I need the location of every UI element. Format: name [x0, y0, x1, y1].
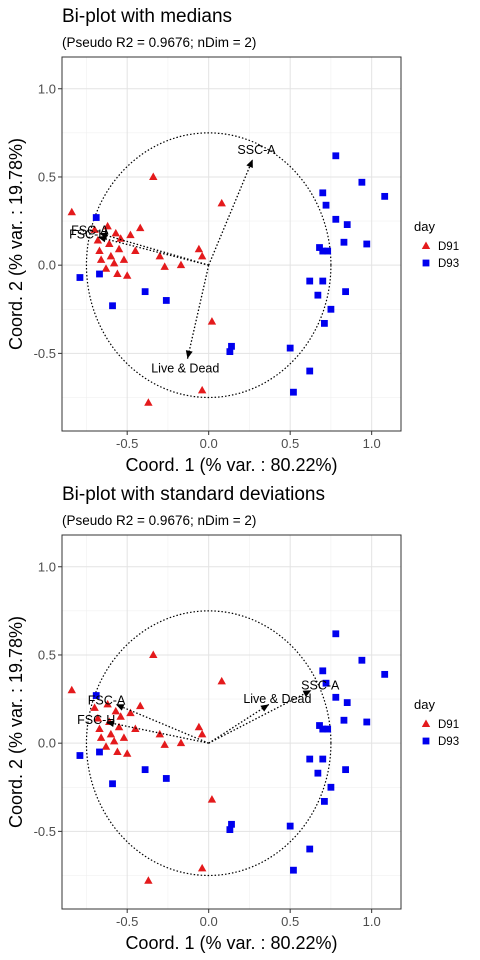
biplot-sd-panel: Bi-plot with standard deviations (Pseudo…	[0, 478, 480, 956]
legend-key-square	[423, 738, 430, 745]
data-point-d93	[319, 667, 326, 674]
x-tick-label: -0.5	[116, 436, 138, 451]
data-point-d93	[96, 271, 103, 278]
data-point-d93	[109, 302, 116, 309]
data-point-d93	[321, 798, 328, 805]
data-point-d93	[109, 780, 116, 787]
legend-label: D93	[438, 258, 459, 270]
y-tick-label: 0.5	[38, 169, 56, 184]
data-point-d93	[381, 671, 388, 678]
data-point-d93	[77, 752, 84, 759]
biplot-medians-chart: SSC-AFSC-AFSC-HLive & Dead-0.5 0.0 0.5 1.0-…	[0, 0, 480, 478]
arrow-label: SSC-A	[301, 679, 340, 693]
data-point-d93	[306, 278, 313, 285]
data-point-d93	[319, 278, 326, 285]
arrow-label: FSC-H	[77, 713, 115, 727]
data-point-d93	[324, 726, 331, 733]
data-point-d93	[314, 292, 321, 299]
data-point-d93	[290, 867, 297, 874]
data-point-d93	[341, 239, 348, 246]
x-tick-label: 1.0	[363, 436, 381, 451]
y-tick-label: 0.5	[38, 647, 56, 662]
data-point-d93	[319, 189, 326, 196]
x-tick-label: 0.5	[281, 436, 299, 451]
legend: dayD91 D93	[414, 697, 459, 748]
data-point-d93	[314, 770, 321, 777]
data-point-d93	[226, 348, 233, 355]
data-point-d93	[290, 389, 297, 396]
legend-key-triangle	[422, 242, 430, 250]
data-point-d93	[332, 152, 339, 159]
x-tick-label: -0.5	[116, 914, 138, 929]
data-point-d93	[163, 775, 170, 782]
data-point-d93	[358, 657, 365, 664]
data-point-d93	[341, 717, 348, 724]
data-point-d93	[332, 630, 339, 637]
data-point-d93	[363, 719, 370, 726]
legend-key-square	[423, 260, 430, 267]
data-point-d93	[363, 241, 370, 248]
data-point-d93	[226, 826, 233, 833]
arrow-label: FSC-H	[69, 227, 107, 241]
legend-title: day	[414, 697, 435, 712]
y-tick-label: -0.5	[34, 346, 56, 361]
data-point-d93	[142, 288, 149, 295]
data-point-d93	[328, 784, 335, 791]
x-axis-title: Coord. 1 (% var. : 80.22%)	[125, 933, 337, 953]
y-tick-label: 0.0	[38, 736, 56, 751]
x-tick-label: 0.0	[200, 436, 218, 451]
x-axis-title: Coord. 1 (% var. : 80.22%)	[125, 455, 337, 475]
data-point-d93	[344, 221, 351, 228]
data-point-d93	[381, 193, 388, 200]
legend-title: day	[414, 219, 435, 234]
data-point-d93	[344, 699, 351, 706]
data-point-d93	[93, 214, 100, 221]
data-point-d93	[324, 248, 331, 255]
data-point-d93	[306, 846, 313, 853]
biplot-medians-panel: Bi-plot with medians (Pseudo R2 = 0.9676…	[0, 0, 480, 478]
data-point-d93	[332, 694, 339, 701]
y-tick-label: 1.0	[38, 81, 56, 96]
arrow-label: Live & Dead	[151, 361, 219, 375]
y-axis-title: Coord. 2 (% var. : 19.78%)	[6, 138, 26, 350]
data-point-d93	[96, 749, 103, 756]
y-tick-label: 1.0	[38, 559, 56, 574]
y-tick-label: -0.5	[34, 824, 56, 839]
data-point-d93	[342, 766, 349, 773]
data-point-d93	[287, 823, 294, 830]
data-point-d93	[323, 202, 330, 209]
x-tick-label: 0.0	[200, 914, 218, 929]
data-point-d93	[77, 274, 84, 281]
legend-label: D93	[438, 736, 459, 748]
data-point-d93	[358, 179, 365, 186]
data-point-d93	[163, 297, 170, 304]
y-tick-label: 0.0	[38, 258, 56, 273]
arrow-label: Live & Dead	[243, 692, 311, 706]
data-point-d93	[306, 368, 313, 375]
x-tick-label: 0.5	[281, 914, 299, 929]
x-tick-label: 1.0	[363, 914, 381, 929]
data-point-d93	[328, 306, 335, 313]
data-point-d93	[287, 345, 294, 352]
data-point-d93	[142, 766, 149, 773]
legend-key-triangle	[422, 720, 430, 728]
legend-label: D91	[438, 719, 459, 731]
data-point-d93	[332, 216, 339, 223]
legend-label: D91	[438, 241, 459, 253]
data-point-d93	[319, 756, 326, 763]
y-axis-title: Coord. 2 (% var. : 19.78%)	[6, 616, 26, 828]
plot-area	[62, 57, 401, 431]
data-point-d93	[321, 320, 328, 327]
data-point-d93	[342, 288, 349, 295]
arrow-label: FSC-A	[88, 694, 126, 708]
data-point-d93	[306, 756, 313, 763]
arrow-label: SSC-A	[237, 143, 276, 157]
